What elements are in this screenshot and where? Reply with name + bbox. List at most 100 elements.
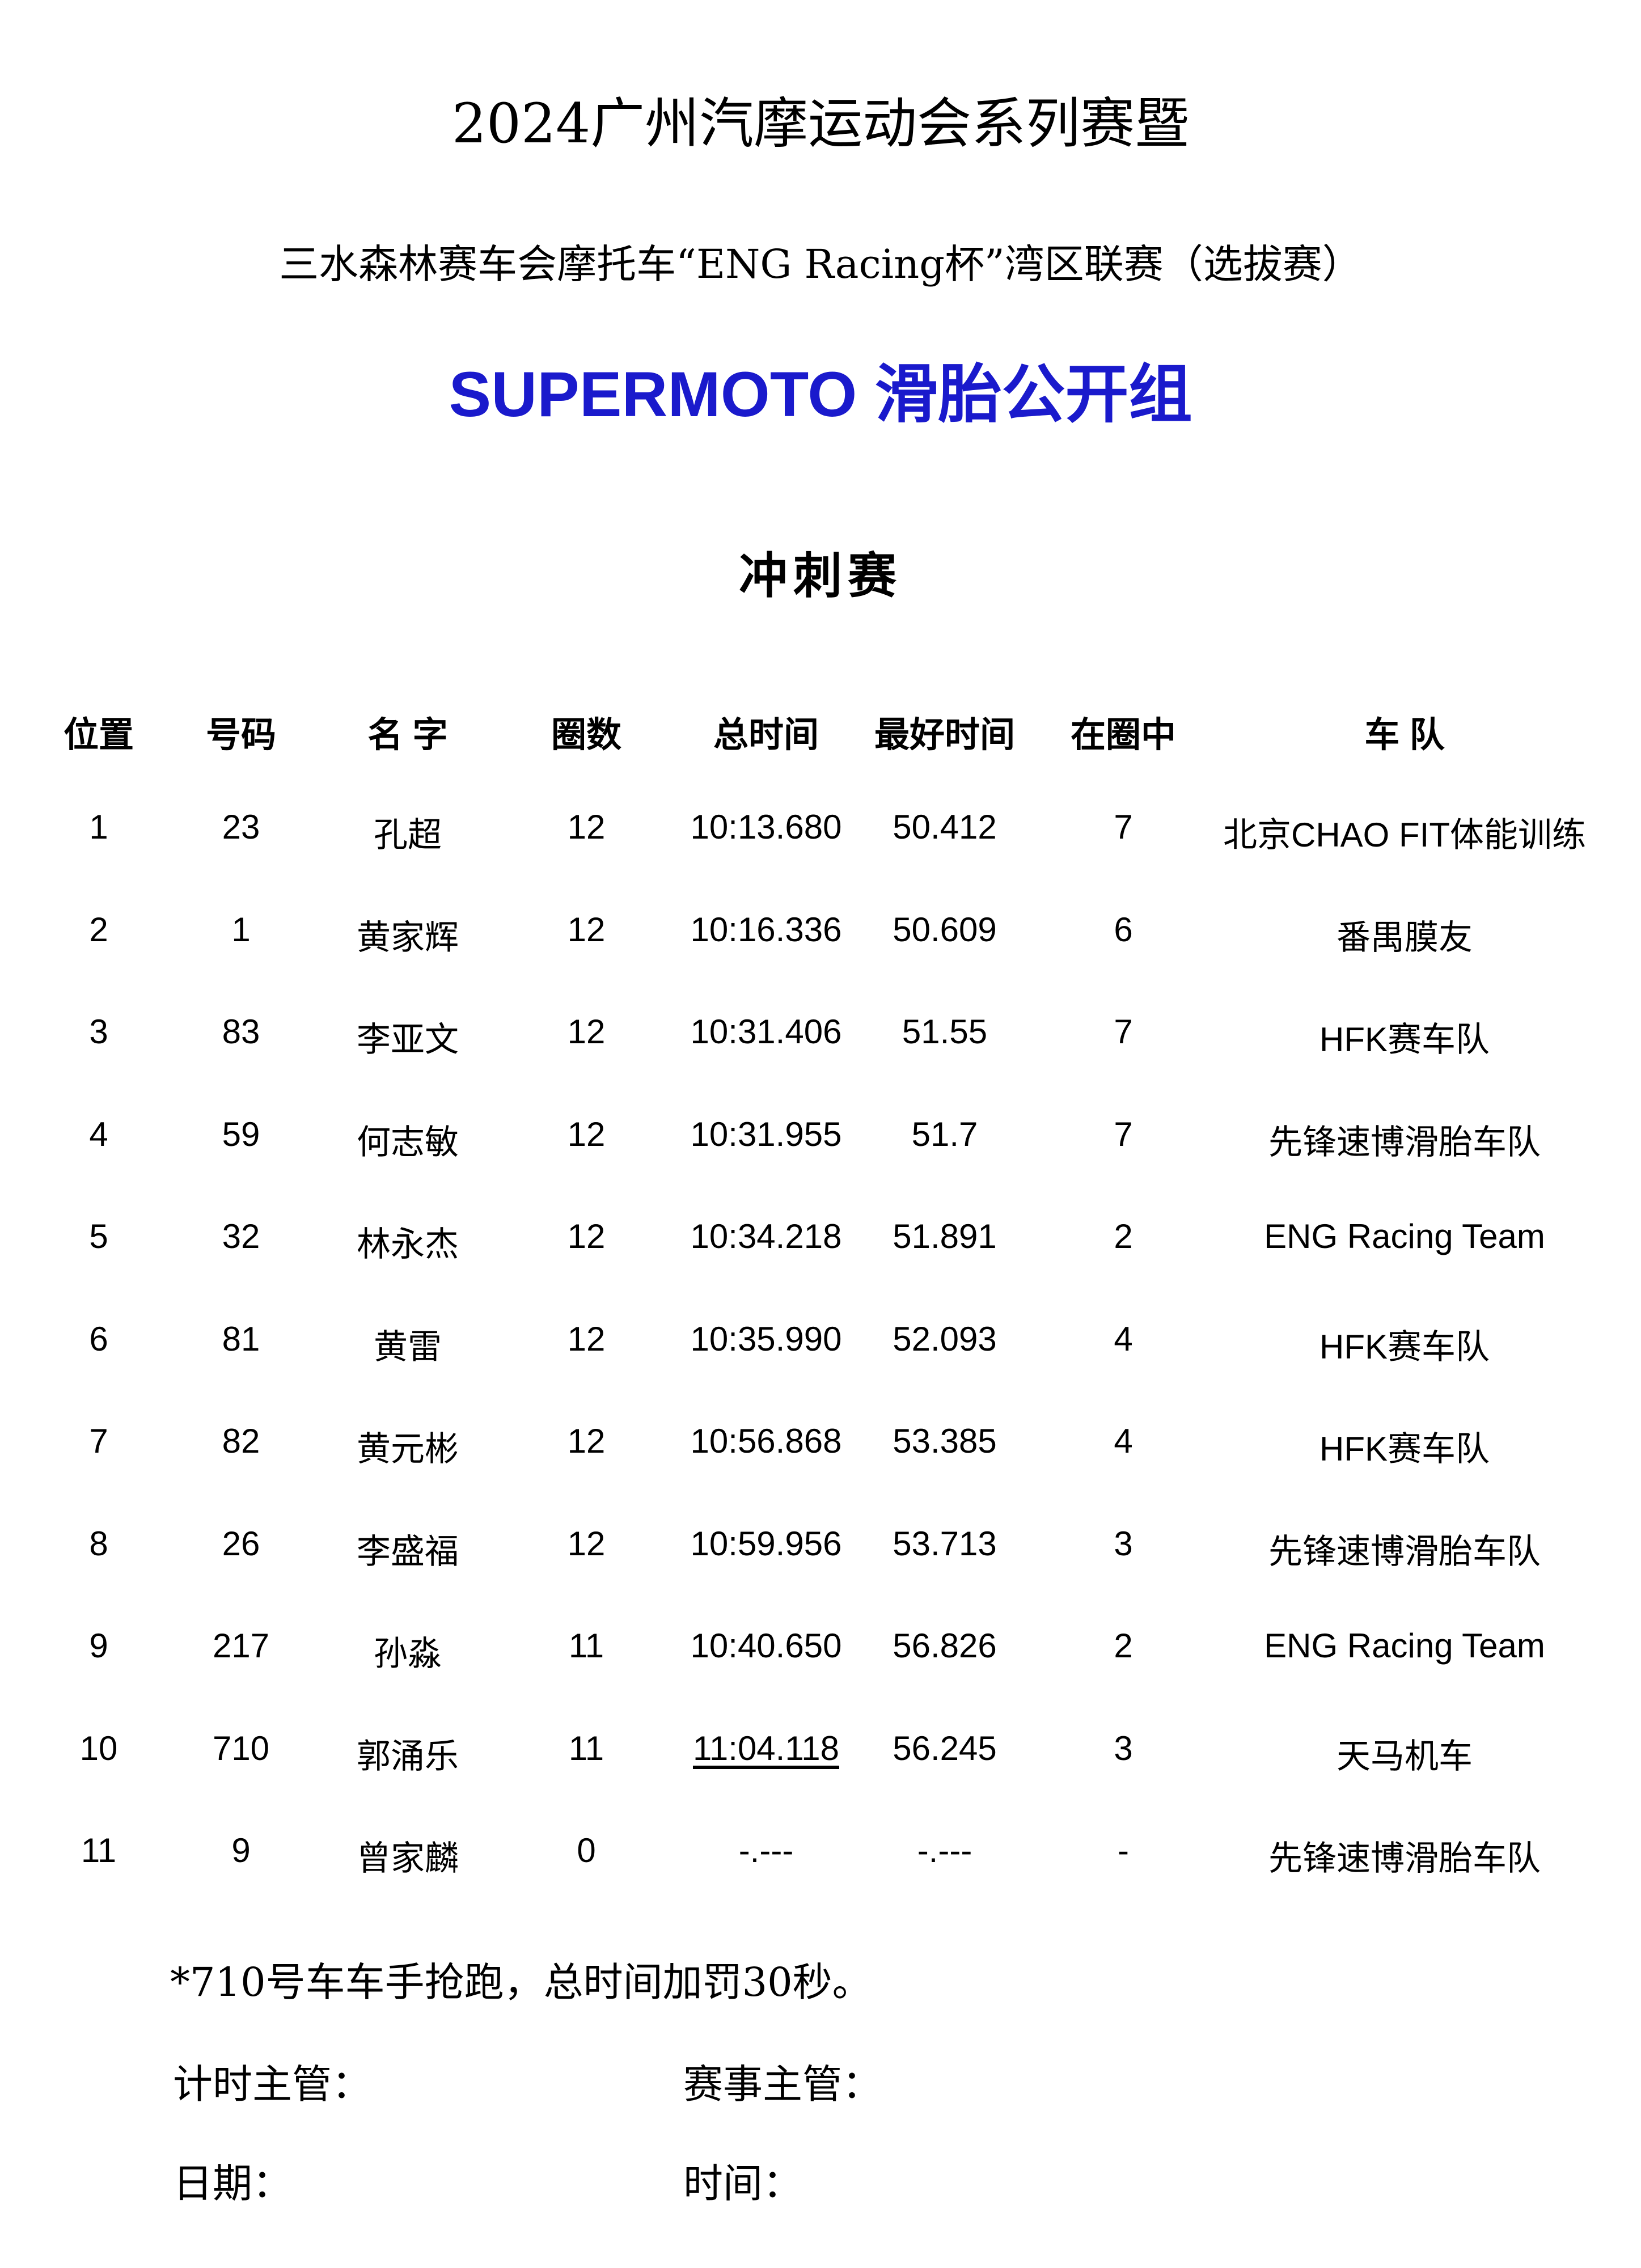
cell-lap-in: 2 bbox=[1114, 1217, 1133, 1255]
cell-lap-in: 7 bbox=[1114, 1013, 1133, 1051]
cell-position: 11 bbox=[81, 1831, 117, 1869]
cell-number: 1 bbox=[231, 910, 251, 949]
cell-position: 2 bbox=[89, 910, 108, 949]
cell-name: 黄雷 bbox=[374, 1327, 442, 1366]
cell-number: 217 bbox=[212, 1627, 270, 1665]
cell-name: 李亚文 bbox=[357, 1021, 459, 1059]
cell-lap-in: 7 bbox=[1114, 1115, 1133, 1153]
cell-name: 孔超 bbox=[374, 816, 442, 854]
cell-name: 曾家麟 bbox=[357, 1839, 459, 1877]
cell-name: 孙淼 bbox=[374, 1635, 442, 1673]
cell-total-time: 10:40.650 bbox=[690, 1627, 842, 1665]
cell-name: 何志敏 bbox=[357, 1123, 459, 1161]
cell-best-time: 56.245 bbox=[893, 1729, 997, 1767]
cell-best-time: 53.713 bbox=[893, 1524, 997, 1563]
cell-laps: 12 bbox=[567, 1115, 606, 1153]
cell-team: HFK赛车队 bbox=[1319, 1430, 1490, 1468]
cell-total-time: -.--- bbox=[738, 1831, 794, 1869]
cell-number: 710 bbox=[212, 1729, 270, 1767]
cell-total-time: 10:35.990 bbox=[690, 1319, 842, 1358]
cell-laps: 11 bbox=[568, 1729, 604, 1767]
cell-best-time: 53.385 bbox=[893, 1422, 997, 1460]
cell-position: 10 bbox=[79, 1729, 118, 1767]
cell-name: 林永杰 bbox=[357, 1225, 459, 1263]
cell-laps: 12 bbox=[567, 808, 606, 846]
cell-position: 4 bbox=[89, 1115, 108, 1153]
cell-lap-in: 7 bbox=[1114, 808, 1133, 846]
cell-number: 82 bbox=[222, 1422, 260, 1460]
cell-number: 59 bbox=[222, 1115, 260, 1153]
cell-lap-in: 6 bbox=[1114, 910, 1133, 949]
header-number: 号码 bbox=[205, 716, 277, 755]
cell-laps: 12 bbox=[567, 1013, 606, 1051]
cell-laps: 12 bbox=[567, 1319, 606, 1358]
cell-team: HFK赛车队 bbox=[1319, 1021, 1490, 1059]
cell-laps: 12 bbox=[567, 910, 606, 949]
timing-supervisor-label: 计时主管： bbox=[173, 2061, 371, 2108]
cell-total-time: 10:31.406 bbox=[690, 1013, 842, 1051]
penalty-note: *710号车车手抢跑，总时间加罚30秒。 bbox=[170, 1959, 872, 2005]
header-lap-in: 在圈中 bbox=[1070, 716, 1177, 755]
cell-laps: 12 bbox=[567, 1217, 606, 1255]
cell-laps: 12 bbox=[567, 1422, 606, 1460]
cell-team: 天马机车 bbox=[1337, 1737, 1473, 1775]
cell-best-time: 50.609 bbox=[893, 910, 997, 949]
header-total-time: 总时间 bbox=[713, 716, 819, 755]
cell-number: 9 bbox=[231, 1831, 251, 1869]
cell-number: 26 bbox=[222, 1524, 260, 1563]
cell-laps: 11 bbox=[568, 1627, 604, 1665]
cell-laps: 0 bbox=[577, 1831, 596, 1869]
cell-name: 郭涌乐 bbox=[357, 1737, 459, 1775]
header-position: 位置 bbox=[63, 716, 134, 755]
cell-total-time: 10:56.868 bbox=[690, 1422, 842, 1460]
cell-number: 81 bbox=[222, 1319, 260, 1358]
cell-best-time: 50.412 bbox=[893, 808, 997, 846]
cell-team: 先锋速博滑胎车队 bbox=[1268, 1839, 1541, 1877]
document-subtitle: 三水森林赛车会摩托车“ENG Racing杯”湾区联赛（选拔赛） bbox=[279, 241, 1362, 287]
race-title: 冲刺赛 bbox=[739, 549, 902, 603]
cell-laps: 12 bbox=[567, 1524, 606, 1563]
cell-best-time: 52.093 bbox=[893, 1319, 997, 1358]
header-laps: 圈数 bbox=[551, 716, 622, 755]
cell-position: 9 bbox=[89, 1627, 108, 1665]
cell-team: ENG Racing Team bbox=[1264, 1217, 1545, 1255]
cell-lap-in: 4 bbox=[1114, 1319, 1133, 1358]
cell-team: 番禺膜友 bbox=[1337, 918, 1473, 957]
cell-best-time: -.--- bbox=[917, 1831, 972, 1869]
cell-position: 8 bbox=[89, 1524, 108, 1563]
cell-lap-in: 3 bbox=[1114, 1524, 1133, 1563]
cell-team: ENG Racing Team bbox=[1264, 1627, 1545, 1665]
cell-team: 北京CHAO FIT体能训练 bbox=[1223, 816, 1586, 854]
cell-position: 3 bbox=[89, 1013, 108, 1051]
cell-total-time: 10:59.956 bbox=[690, 1524, 842, 1563]
cell-name: 黄元彬 bbox=[357, 1430, 459, 1468]
group-title: SUPERMOTO 滑胎公开组 bbox=[449, 359, 1192, 430]
cell-position: 5 bbox=[89, 1217, 108, 1255]
cell-team: HFK赛车队 bbox=[1319, 1327, 1490, 1366]
cell-team: 先锋速博滑胎车队 bbox=[1268, 1532, 1541, 1571]
cell-position: 1 bbox=[89, 808, 108, 846]
cell-best-time: 51.891 bbox=[893, 1217, 997, 1255]
cell-total-time: 10:34.218 bbox=[690, 1217, 842, 1255]
cell-best-time: 56.826 bbox=[893, 1627, 997, 1665]
cell-total-time: 10:16.336 bbox=[690, 910, 842, 949]
cell-lap-in: - bbox=[1118, 1831, 1129, 1869]
cell-total-time: 10:31.955 bbox=[690, 1115, 842, 1153]
cell-best-time: 51.55 bbox=[902, 1013, 988, 1051]
cell-lap-in: 3 bbox=[1114, 1729, 1133, 1767]
cell-number: 32 bbox=[222, 1217, 260, 1255]
cell-name: 李盛福 bbox=[357, 1532, 459, 1571]
race-supervisor-label: 赛事主管： bbox=[683, 2061, 882, 2108]
cell-team: 先锋速博滑胎车队 bbox=[1268, 1123, 1541, 1161]
header-best-time: 最好时间 bbox=[874, 716, 1016, 755]
date-label: 日期： bbox=[173, 2160, 292, 2207]
cell-number: 83 bbox=[222, 1013, 260, 1051]
time-label: 时间： bbox=[683, 2160, 802, 2207]
cell-position: 6 bbox=[89, 1319, 108, 1358]
header-team: 车 队 bbox=[1364, 716, 1445, 755]
cell-best-time: 51.7 bbox=[911, 1115, 978, 1153]
cell-name: 黄家辉 bbox=[357, 918, 459, 957]
cell-lap-in: 2 bbox=[1114, 1627, 1133, 1665]
cell-total-time: 11:04.118 bbox=[692, 1729, 840, 1767]
cell-position: 7 bbox=[89, 1422, 108, 1460]
